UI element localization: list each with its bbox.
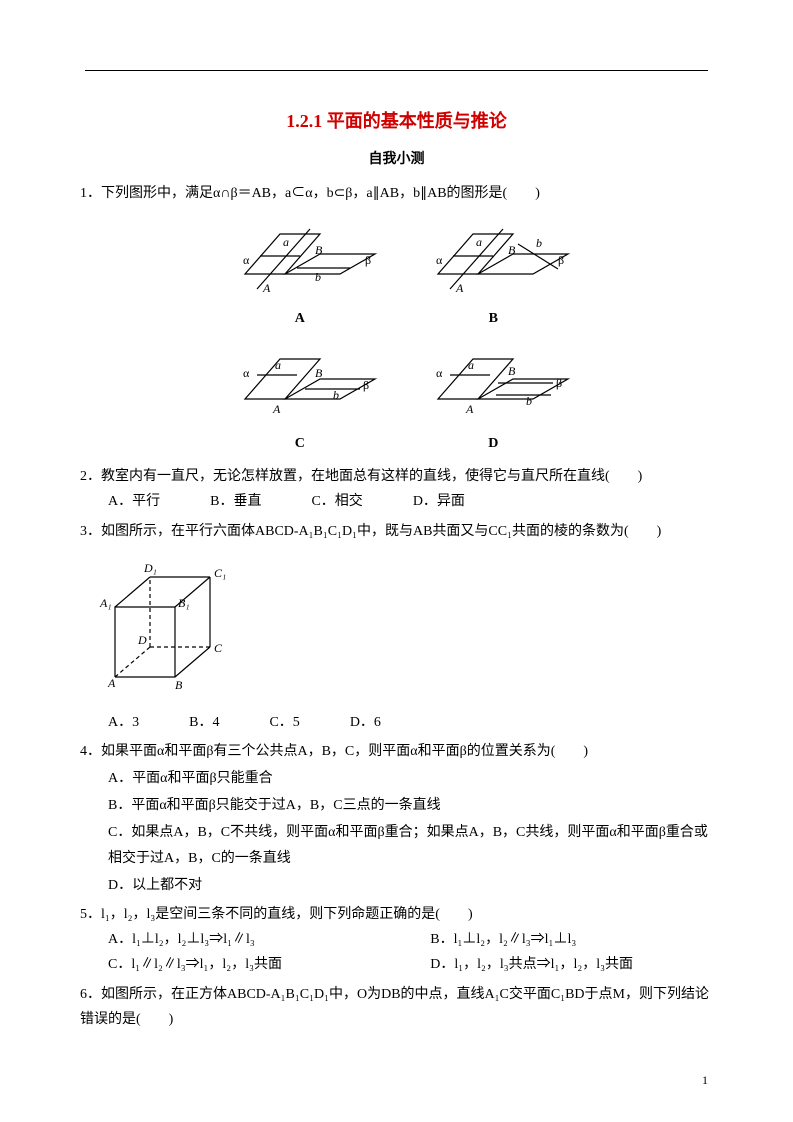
svg-text:b: b: [526, 394, 532, 408]
q1-fig-d-caption: D: [408, 431, 578, 456]
q4-opt-b: B．平面α和平面β只能交于过A，B，C三点的一条直线: [108, 793, 713, 818]
q1-figures-bottom: α a B β b A C α a B β: [80, 339, 713, 456]
q2-opt-d: D．异面: [413, 489, 465, 514]
q3-text: 3．如图所示，在平行六面体ABCD-A₁B₁C₁D₁中，既与AB共面又与CC₁共…: [80, 524, 661, 539]
svg-text:b: b: [315, 270, 321, 284]
q4-body: 如果平面α和平面β有三个公共点A，B，C，则平面α和平面β的位置关系为( ): [101, 744, 588, 759]
top-rule: [85, 70, 708, 71]
q1-figures-top: α a B b β A A α a B b: [80, 214, 713, 331]
q5-num: 5．: [80, 907, 101, 922]
question-4: 4．如果平面α和平面β有三个公共点A，B，C，则平面α和平面β的位置关系为( )…: [80, 739, 713, 898]
question-3: 3．如图所示，在平行六面体ABCD-A₁B₁C₁D₁中，既与AB共面又与CC₁共…: [80, 519, 713, 544]
question-5: 5．l₁，l₂，l₃是空间三条不同的直线，则下列命题正确的是( ) A．l₁⊥l…: [80, 902, 713, 978]
svg-text:a: a: [275, 358, 281, 372]
q5-text: 5．l₁，l₂，l₃是空间三条不同的直线，则下列命题正确的是( ): [80, 907, 473, 922]
svg-text:β: β: [558, 253, 564, 267]
svg-text:β: β: [365, 253, 371, 267]
svg-text:α: α: [243, 253, 250, 267]
q2-body: 教室内有一直尺，无论怎样放置，在地面总有这样的直线，使得它与直尺所在直线( ): [101, 469, 642, 484]
q1-fig-a-caption: A: [215, 306, 385, 331]
q5-opt-a: A．l₁⊥l₂，l₂⊥l₃⇒l₁∥l₃: [108, 927, 380, 952]
q4-options: A．平面α和平面β只能重合 B．平面α和平面β只能交于过A，B，C三点的一条直线…: [80, 766, 713, 898]
q2-options: A．平行 B．垂直 C．相交 D．异面: [108, 489, 713, 514]
svg-text:a: a: [476, 235, 482, 249]
plane-diagram-c-icon: α a B β b A: [215, 339, 385, 429]
doc-title: 1.2.1 平面的基本性质与推论: [80, 105, 713, 137]
svg-text:A: A: [272, 402, 281, 416]
q1-num: 1．: [80, 186, 101, 201]
svg-text:A: A: [455, 281, 464, 295]
svg-text:D₁: D₁: [143, 561, 157, 575]
q3-options: A．3 B．4 C．5 D．6: [108, 710, 713, 735]
q1-fig-c: α a B β b A C: [215, 339, 385, 456]
q1-fig-c-caption: C: [215, 431, 385, 456]
q2-opt-c: C．相交: [311, 489, 362, 514]
q5-opt-b: B．l₁⊥l₂，l₂∥l₃⇒l₁⊥l₃: [430, 927, 702, 952]
plane-diagram-a-icon: α a B b β A: [215, 214, 385, 304]
svg-text:B: B: [315, 366, 323, 380]
svg-text:α: α: [436, 366, 443, 380]
plane-diagram-d-icon: α a B β b A: [408, 339, 578, 429]
svg-text:α: α: [436, 253, 443, 267]
q5-options: A．l₁⊥l₂，l₂⊥l₃⇒l₁∥l₃ B．l₁⊥l₂，l₂∥l₃⇒l₁⊥l₃ …: [108, 927, 713, 977]
page: 1.2.1 平面的基本性质与推论 自我小测 1．下列图形中，满足α∩β＝AB，a…: [0, 0, 793, 1122]
question-6: 6．如图所示，在正方体ABCD-A₁B₁C₁D₁中，O为DB的中点，直线A₁C交…: [80, 982, 713, 1032]
svg-text:B: B: [508, 243, 516, 257]
svg-text:β: β: [363, 378, 369, 392]
svg-text:B: B: [175, 678, 183, 692]
page-number: 1: [702, 1070, 708, 1092]
svg-text:B: B: [315, 243, 323, 257]
svg-text:A: A: [465, 402, 474, 416]
svg-text:β: β: [556, 376, 562, 390]
svg-text:C: C: [214, 641, 223, 655]
question-2: 2．教室内有一直尺，无论怎样放置，在地面总有这样的直线，使得它与直尺所在直线( …: [80, 464, 713, 514]
q6-num: 6．: [80, 987, 101, 1002]
q4-opt-d: D．以上都不对: [108, 873, 713, 898]
q3-opt-d: D．6: [350, 710, 381, 735]
q3-opt-c: C．5: [269, 710, 299, 735]
svg-text:b: b: [333, 388, 339, 402]
svg-text:a: a: [283, 235, 289, 249]
q2-text: 2．教室内有一直尺，无论怎样放置，在地面总有这样的直线，使得它与直尺所在直线( …: [80, 469, 642, 484]
plane-diagram-b-icon: α a B b β A: [408, 214, 578, 304]
svg-text:B: B: [508, 364, 516, 378]
q5-opt-c: C．l₁∥l₂∥l₃⇒l₁，l₂，l₃共面: [108, 952, 380, 977]
q6-text: 6．如图所示，在正方体ABCD-A₁B₁C₁D₁中，O为DB的中点，直线A₁C交…: [80, 987, 709, 1027]
q4-opt-c: C．如果点A，B，C不共线，则平面α和平面β重合；如果点A，B，C共线，则平面α…: [108, 820, 713, 870]
q3-opt-a: A．3: [108, 710, 139, 735]
q1-fig-b-caption: B: [408, 306, 578, 331]
q1-fig-b: α a B b β A B: [408, 214, 578, 331]
parallelepiped-icon: A B C D A₁ B₁ C₁ D₁: [80, 552, 240, 702]
q1-fig-d: α a B β b A D: [408, 339, 578, 456]
svg-text:α: α: [243, 366, 250, 380]
q5-opt-d: D．l₁，l₂，l₃共点⇒l₁，l₂，l₃共面: [430, 952, 702, 977]
q3-num: 3．: [80, 524, 101, 539]
q1-body: 下列图形中，满足α∩β＝AB，a⊂α，b⊂β，a∥AB，b∥AB的图形是( ): [101, 186, 540, 201]
q3-opt-b: B．4: [189, 710, 219, 735]
q6-body: 如图所示，在正方体ABCD-A₁B₁C₁D₁中，O为DB的中点，直线A₁C交平面…: [80, 987, 709, 1027]
svg-text:A: A: [107, 676, 116, 690]
svg-text:B₁: B₁: [178, 596, 190, 610]
q2-opt-a: A．平行: [108, 489, 160, 514]
q2-num: 2．: [80, 469, 101, 484]
svg-text:C₁: C₁: [214, 566, 226, 580]
question-1: 1．下列图形中，满足α∩β＝AB，a⊂α，b⊂β，a∥AB，b∥AB的图形是( …: [80, 181, 713, 206]
svg-text:b: b: [536, 236, 542, 250]
q2-opt-b: B．垂直: [210, 489, 261, 514]
q4-num: 4．: [80, 744, 101, 759]
doc-subtitle: 自我小测: [80, 147, 713, 172]
svg-text:D: D: [137, 633, 147, 647]
q4-text: 4．如果平面α和平面β有三个公共点A，B，C，则平面α和平面β的位置关系为( ): [80, 744, 588, 759]
q3-body: 如图所示，在平行六面体ABCD-A₁B₁C₁D₁中，既与AB共面又与CC₁共面的…: [101, 524, 661, 539]
svg-text:a: a: [468, 358, 474, 372]
q3-figure: A B C D A₁ B₁ C₁ D₁: [80, 552, 713, 702]
q4-opt-a: A．平面α和平面β只能重合: [108, 766, 713, 791]
svg-text:A: A: [262, 281, 271, 295]
q5-body: l₁，l₂，l₃是空间三条不同的直线，则下列命题正确的是( ): [101, 907, 473, 922]
q1-fig-a: α a B b β A A: [215, 214, 385, 331]
svg-text:A₁: A₁: [99, 596, 112, 610]
q1-text: 1．下列图形中，满足α∩β＝AB，a⊂α，b⊂β，a∥AB，b∥AB的图形是( …: [80, 186, 540, 201]
